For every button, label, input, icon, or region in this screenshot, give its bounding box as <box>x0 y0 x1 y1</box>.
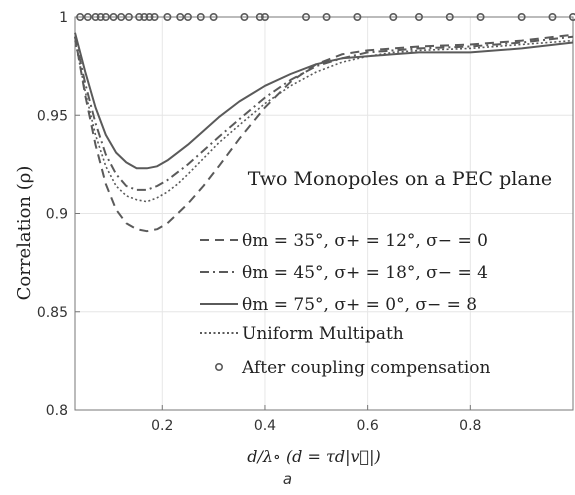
figure-caption: a <box>282 470 293 488</box>
y-tick-label: 0.85 <box>37 305 68 321</box>
marker-point <box>414 13 423 22</box>
marker-point <box>145 13 154 22</box>
marker-point <box>569 13 575 21</box>
marker-point <box>117 13 126 22</box>
marker-point <box>150 13 159 22</box>
marker-point <box>302 13 311 22</box>
marker-point <box>445 13 454 22</box>
x-tick-label: 0.4 <box>254 418 276 434</box>
marker-point <box>183 13 192 22</box>
marker-point <box>140 13 149 22</box>
marker-point <box>76 13 85 22</box>
x-axis-label: d/λ∘ (d = τd|v⃗|) <box>247 447 381 466</box>
legend: θm = 35°, σ+ = 12°, σ− = 0 θm = 45°, σ+ =… <box>200 231 491 378</box>
y-axis-label: Correlation (ρ) <box>14 166 35 301</box>
axis-ticks: 0.2 0.4 0.6 0.8 0.8 0.85 0.9 0.95 1 <box>37 10 482 434</box>
marker-point <box>322 13 331 22</box>
marker-point <box>91 13 100 22</box>
marker-point <box>260 13 269 22</box>
y-tick-label: 0.9 <box>46 207 68 223</box>
marker-point <box>196 13 205 22</box>
legend-marker <box>215 362 224 371</box>
marker-point <box>389 13 398 22</box>
legend-label: θm = 35°, σ+ = 12°, σ− = 0 <box>242 231 488 251</box>
y-tick-label: 0.95 <box>37 108 68 124</box>
marker-point <box>96 13 105 22</box>
correlation-chart: 0.2 0.4 0.6 0.8 0.8 0.85 0.9 0.95 1 Two Monopole… <box>14 10 575 466</box>
marker-point <box>476 13 485 22</box>
legend-label: θm = 45°, σ+ = 18°, σ− = 4 <box>242 263 488 283</box>
marker-point <box>240 13 249 22</box>
marker-point <box>209 13 218 22</box>
series-group <box>74 13 575 233</box>
y-tick-label: 1 <box>59 10 68 26</box>
marker-point <box>517 13 526 22</box>
marker-point <box>176 13 185 22</box>
marker-point <box>353 13 362 22</box>
marker-point <box>255 13 264 22</box>
x-tick-label: 0.8 <box>459 418 481 434</box>
marker-point <box>101 13 110 22</box>
legend-label: Uniform Multipath <box>242 324 404 344</box>
series-line-dashed <box>74 33 574 233</box>
x-tick-label: 0.6 <box>357 418 379 434</box>
legend-label: After coupling compensation <box>241 358 491 378</box>
legend-label: θm = 75°, σ+ = 0°, σ− = 8 <box>242 295 477 315</box>
series-line-dashdot <box>74 35 574 191</box>
x-tick-label: 0.2 <box>151 418 173 434</box>
chart-annotation: Two Monopoles on a PEC plane <box>248 168 552 190</box>
marker-point <box>163 13 172 22</box>
marker-point <box>83 13 92 22</box>
grid-lines <box>75 16 573 411</box>
marker-point <box>109 13 118 22</box>
y-tick-label: 0.8 <box>46 403 68 419</box>
marker-point <box>548 13 557 22</box>
marker-point <box>135 13 144 22</box>
marker-point <box>124 13 133 22</box>
series-line-dotted <box>74 39 574 203</box>
series-line-solid <box>74 32 574 170</box>
